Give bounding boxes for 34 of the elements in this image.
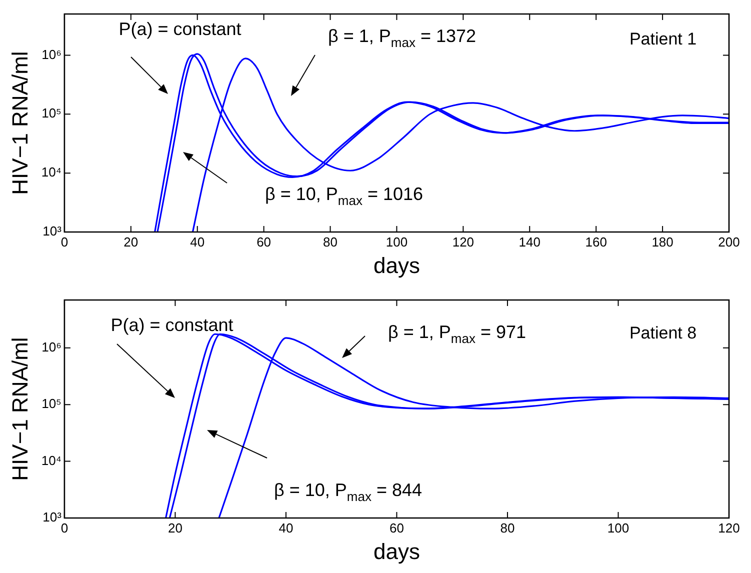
- x-tick-label: 120: [718, 520, 740, 536]
- annotation: P(a) = constant: [110, 314, 234, 335]
- x-tick-label: 20: [168, 520, 182, 536]
- x-tick-label: 100: [607, 520, 630, 536]
- y-tick-label: 10⁵: [42, 106, 62, 121]
- x-axis-title: days: [373, 252, 420, 278]
- annotation: P(a) = constant: [118, 18, 242, 39]
- x-tick-label: 40: [190, 234, 205, 250]
- x-tick-label: 120: [452, 234, 474, 250]
- x-tick-label: 60: [256, 234, 272, 250]
- y-tick-label: 10³: [42, 510, 62, 525]
- x-tick-label: 140: [518, 234, 540, 250]
- y-tick-label: 10⁴: [41, 452, 62, 468]
- x-tick-label: 20: [124, 234, 138, 250]
- y-tick-label: 10³: [42, 224, 62, 239]
- y-tick-label: 10⁴: [41, 164, 62, 180]
- x-axis-title: days: [373, 538, 420, 564]
- y-tick-label: 10⁶: [42, 46, 62, 62]
- x-tick-label: 60: [389, 520, 404, 536]
- annotation: Patient 8: [629, 324, 697, 343]
- y-tick-label: 10⁵: [42, 396, 62, 412]
- y-tick-label: 10⁶: [42, 339, 62, 354]
- x-tick-label: 160: [585, 234, 607, 250]
- x-tick-label: 0: [60, 520, 68, 536]
- x-tick-label: 180: [652, 234, 674, 250]
- x-tick-label: 40: [278, 520, 294, 536]
- x-tick-label: 200: [718, 234, 740, 250]
- x-tick-label: 0: [60, 234, 68, 250]
- annotation: Patient 1: [629, 30, 697, 49]
- y-axis-title: HIV−1 RNA/ml: [7, 51, 32, 195]
- x-tick-label: 80: [500, 520, 515, 536]
- y-axis-title: HIV−1 RNA/ml: [7, 337, 32, 481]
- x-tick-label: 80: [323, 234, 338, 250]
- x-tick-label: 100: [386, 234, 408, 250]
